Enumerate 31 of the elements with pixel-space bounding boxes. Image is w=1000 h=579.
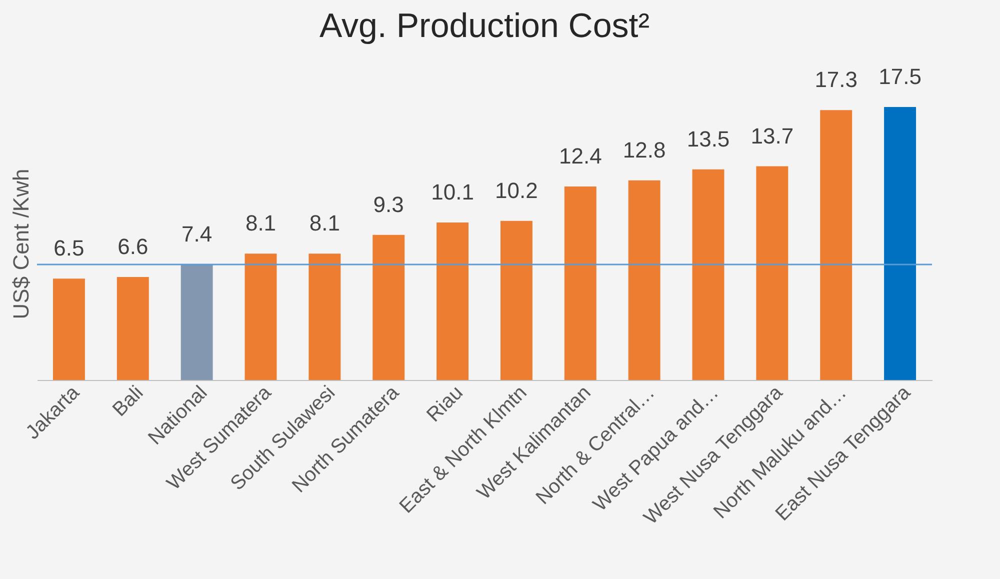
- bar: [308, 254, 341, 380]
- data-label: 12.4: [558, 144, 602, 169]
- data-label: 6.5: [54, 236, 84, 261]
- bar: [564, 186, 596, 380]
- data-label: 13.7: [750, 123, 794, 148]
- data-label: 10.1: [431, 179, 474, 204]
- bar: [436, 222, 469, 380]
- bar: [52, 278, 85, 380]
- bar: [116, 277, 149, 380]
- x-tick-label: Bali: [108, 382, 148, 421]
- data-label: 7.4: [182, 222, 212, 247]
- data-label: 17.3: [814, 67, 858, 92]
- bar: [628, 180, 660, 380]
- data-label: 13.5: [686, 126, 730, 152]
- data-label: 6.6: [118, 234, 148, 260]
- data-label: 8.1: [309, 210, 340, 236]
- bar: [820, 110, 852, 380]
- data-label: 17.5: [878, 64, 922, 89]
- data-label: 8.1: [245, 210, 276, 236]
- bar: [884, 107, 916, 380]
- bar: [244, 254, 277, 380]
- bar: [372, 234, 405, 380]
- data-label: 12.8: [622, 137, 666, 162]
- bar: [180, 264, 213, 380]
- chart-title: Avg. Production Cost²: [319, 7, 650, 45]
- data-label: 10.2: [495, 178, 538, 203]
- y-axis-title: US$ Cent /Kwh: [8, 168, 34, 320]
- bar: [500, 220, 532, 380]
- bar: [692, 169, 724, 380]
- bar: [756, 166, 788, 380]
- data-label: 9.3: [373, 192, 404, 217]
